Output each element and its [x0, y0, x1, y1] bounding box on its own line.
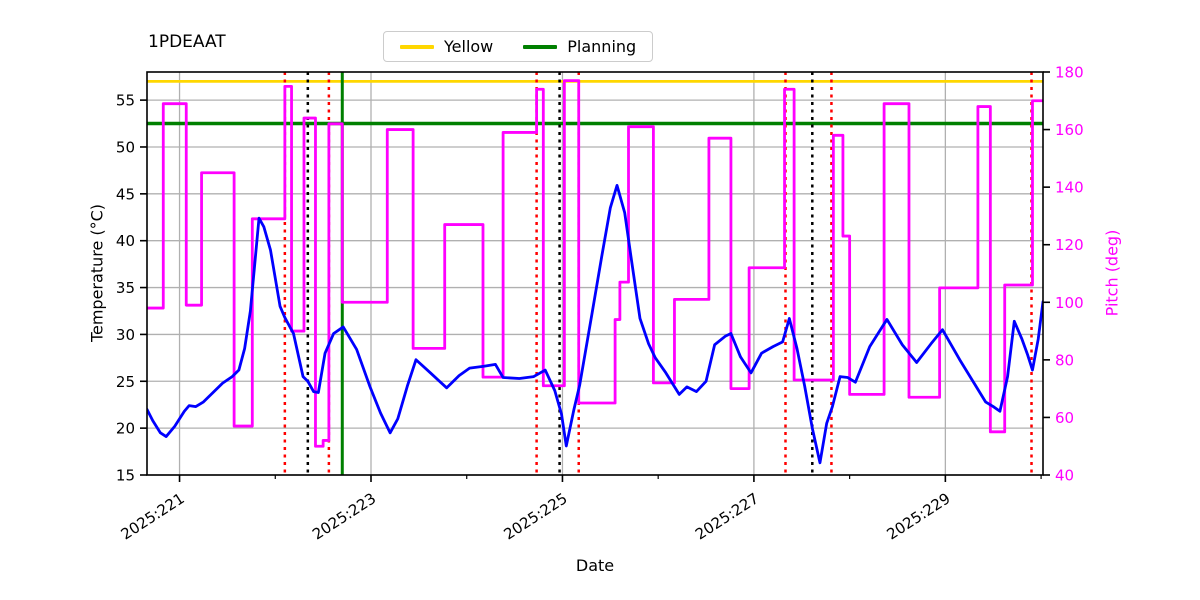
y-right-tick-label: 160 [1055, 121, 1084, 139]
y-right-tick-label: 40 [1055, 467, 1074, 485]
axes-spines [146, 71, 1044, 476]
y-left-tick-label: 50 [116, 138, 135, 156]
x-tick-label: 2025:229 [883, 489, 953, 543]
y-right-tick-label: 120 [1055, 236, 1084, 254]
y-axis-right: 40 60 80 100 120 140 160 180 [1043, 64, 1084, 485]
y-right-tick-label: 80 [1055, 351, 1074, 369]
y-right-tick-label: 60 [1055, 409, 1074, 427]
y-left-tick-label: 45 [116, 185, 135, 203]
y-left-tick-label: 20 [116, 420, 135, 438]
pitch-series [147, 79, 1043, 448]
x-axis-label: Date [575, 556, 615, 575]
x-tick-label: 2025:225 [501, 489, 571, 543]
y-right-tick-label: 100 [1055, 294, 1084, 312]
legend-item-planning: Planning [523, 37, 636, 56]
y-left-tick-label: 30 [116, 326, 135, 344]
y-left-tick-label: 55 [116, 92, 135, 110]
y-left-tick-label: 35 [116, 279, 135, 297]
y-axis-label-right: Pitch (deg) [1102, 229, 1122, 317]
x-axis: 2025:221 2025:223 2025:225 2025:227 2025:229 [118, 475, 1042, 543]
y-axis-left: 15 20 25 30 35 40 45 50 55 [116, 92, 147, 485]
x-tick-label: 2025:221 [118, 489, 188, 543]
limit-lines [147, 79, 1043, 126]
temperature-series [147, 184, 1043, 465]
y-right-tick-label: 140 [1055, 179, 1084, 197]
legend-label-yellow: Yellow [444, 37, 494, 56]
legend-item-yellow: Yellow [400, 37, 493, 56]
yellow-line-swatch [400, 44, 434, 49]
y-left-tick-label: 25 [116, 373, 135, 391]
legend: Yellow Planning [383, 31, 654, 62]
chart-title: 1PDEAAT [148, 32, 226, 52]
legend-label-planning: Planning [567, 37, 637, 56]
planning-line-swatch [523, 44, 558, 49]
y-right-tick-label: 180 [1055, 64, 1084, 82]
y-left-tick-label: 40 [116, 232, 135, 250]
event-vlines [283, 72, 1033, 475]
y-axis-label-left: Temperature (°C) [87, 203, 107, 343]
y-left-tick-label: 15 [116, 467, 135, 485]
x-tick-label: 2025:227 [692, 489, 762, 543]
x-tick-label: 2025:223 [309, 489, 379, 543]
